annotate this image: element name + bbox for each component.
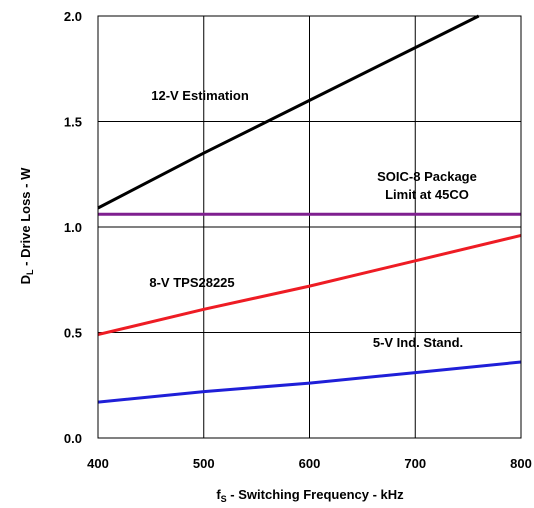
y-tick-label: 0.5 (64, 326, 82, 341)
x-axis-title: fS - Switching Frequency - kHz (216, 487, 404, 504)
plot-frame (97, 15, 522, 439)
x-tick-label: 800 (510, 456, 532, 471)
x-tick-label: 600 (299, 456, 321, 471)
grid-lines (97, 15, 522, 439)
annotations: 12-V Estimation SOIC-8 Package Limit at 45… (149, 88, 477, 350)
series-line-5v-ind-stand (97, 360, 522, 404)
x-tick-label: 400 (87, 456, 109, 471)
series-annotation: 8-V TPS28225 (149, 275, 234, 290)
tick-labels: 400 500 600 700 800 0.0 0.5 1.0 1.5 2.0 (64, 9, 532, 471)
y-tick-label: 2.0 (64, 9, 82, 24)
series-annotation: Limit at 45CO (385, 187, 469, 202)
x-tick-label: 700 (404, 456, 426, 471)
series-lines (97, 14, 522, 404)
axis-titles: fS - Switching Frequency - kHz DL - Drive… (18, 167, 404, 504)
y-axis-title: DL - Drive Loss - W (18, 167, 35, 284)
series-line-12v-estimation (97, 14, 480, 210)
y-tick-label: 1.5 (64, 115, 82, 130)
series-annotation: 12-V Estimation (151, 88, 249, 103)
y-tick-label: 0.0 (64, 431, 82, 446)
series-line-8v-tps28225 (97, 233, 522, 337)
series-annotation: 5-V Ind. Stand. (373, 335, 463, 350)
x-tick-label: 500 (193, 456, 215, 471)
series-annotation: SOIC-8 Package (377, 169, 477, 184)
y-tick-label: 1.0 (64, 220, 82, 235)
